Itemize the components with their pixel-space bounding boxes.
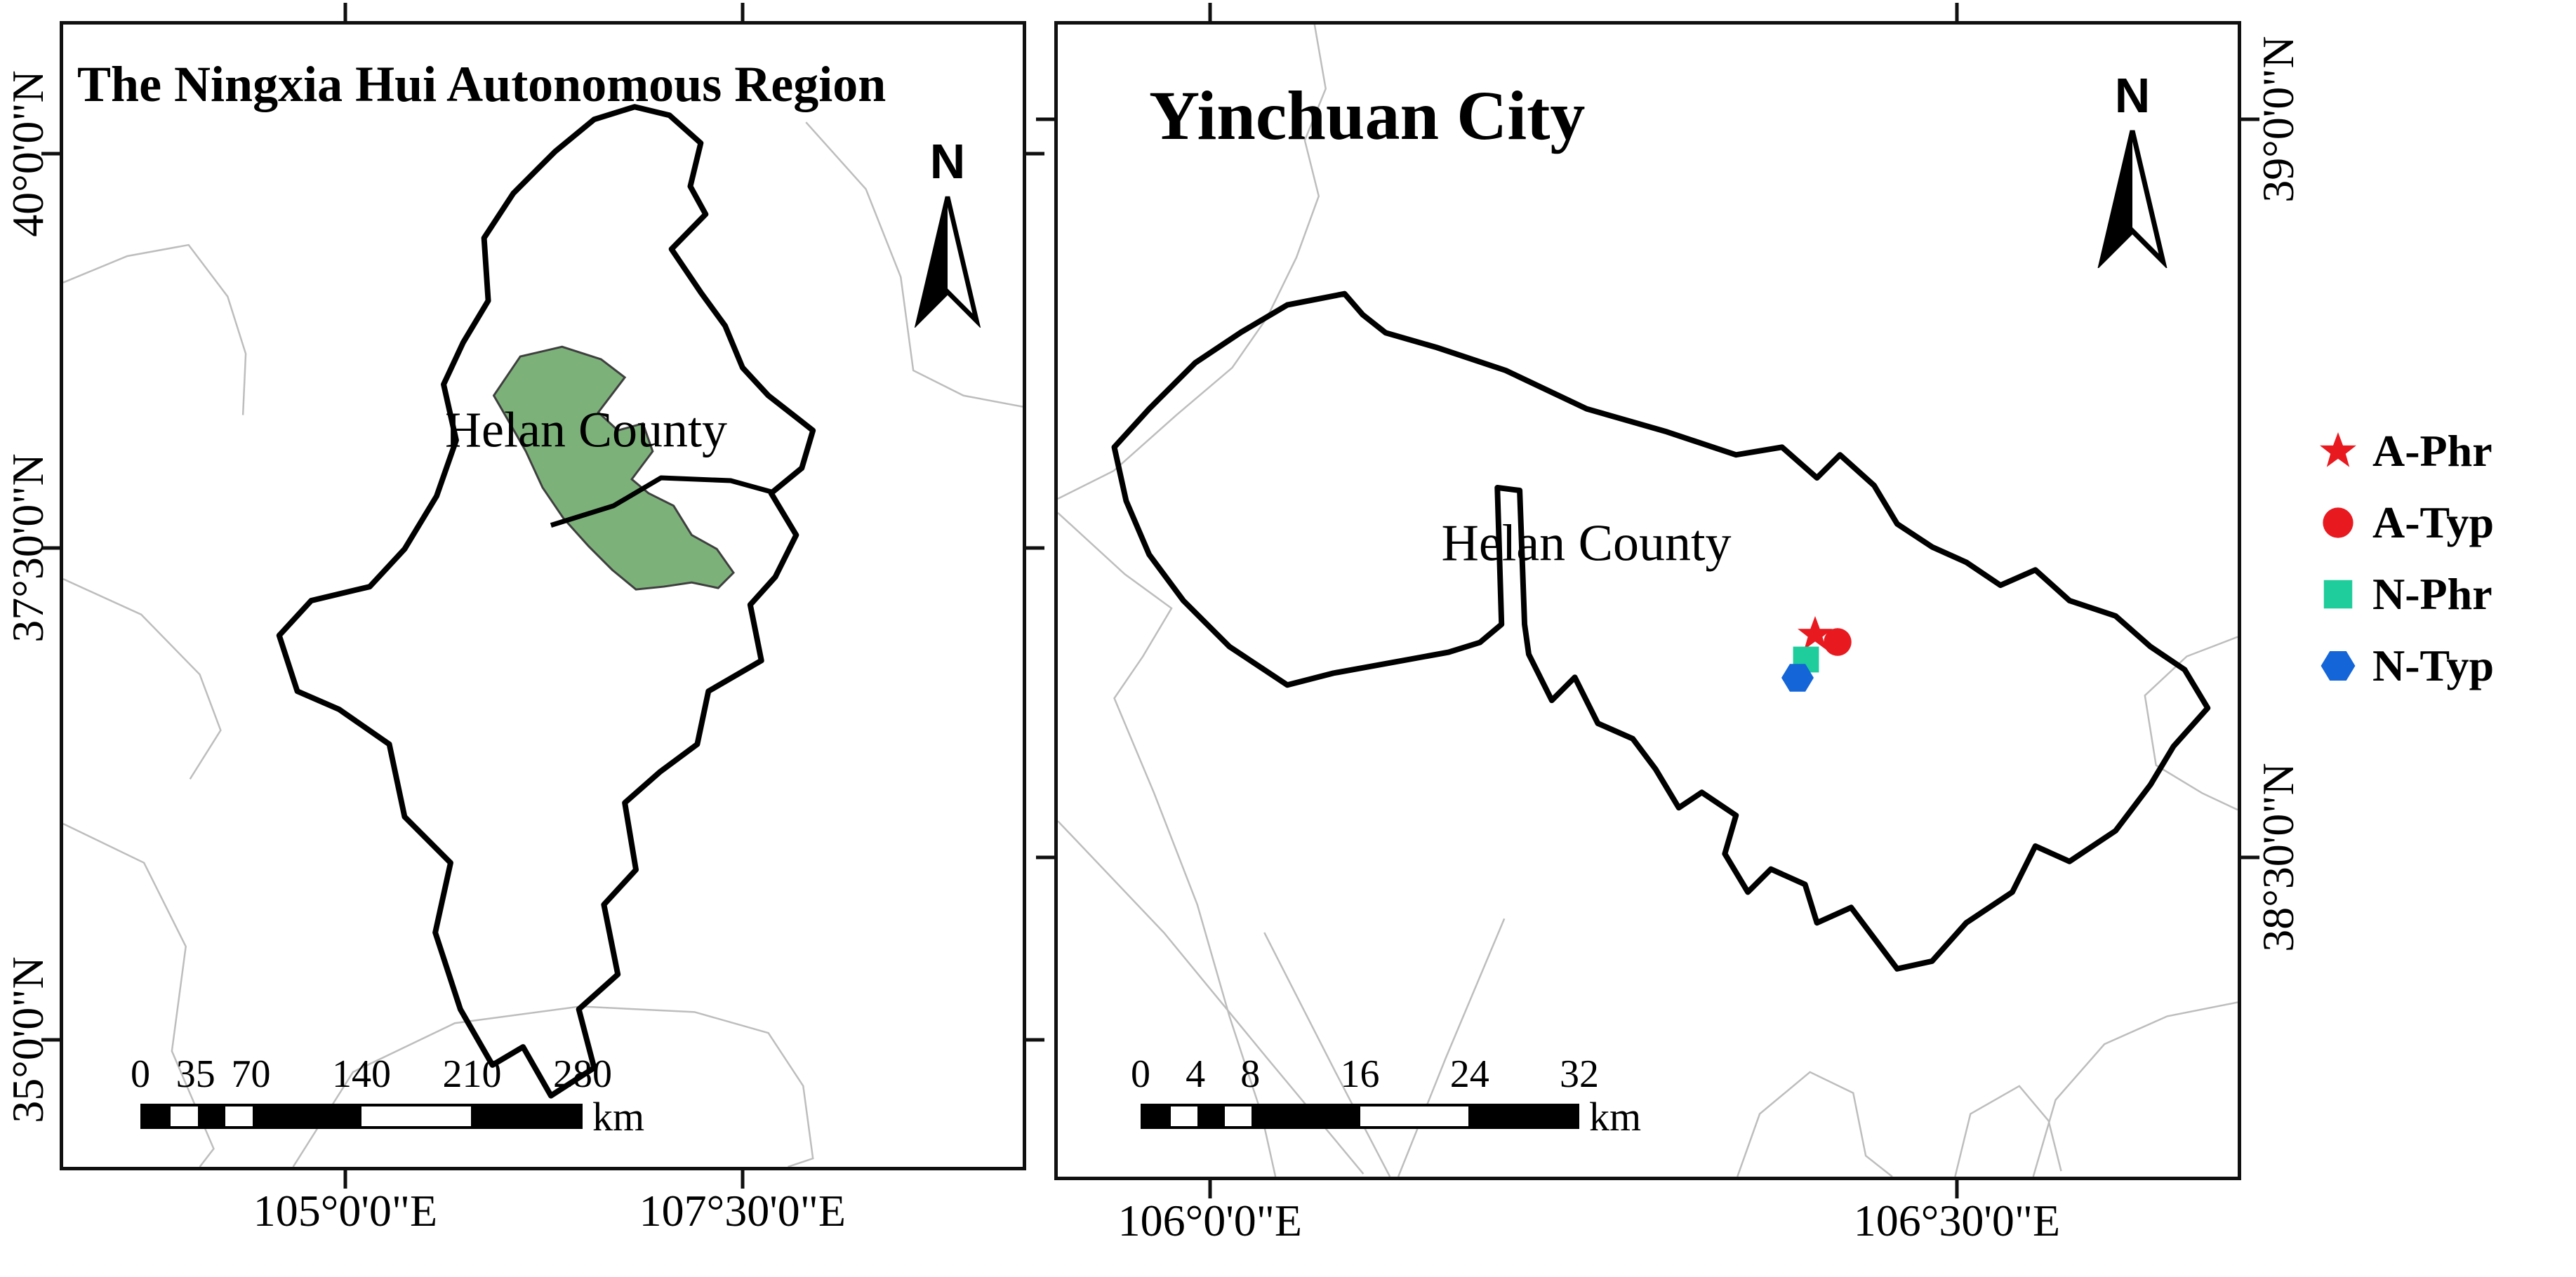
scalebar-segment	[1468, 1106, 1576, 1126]
scalebar-value: 35	[175, 1052, 215, 1096]
latitude-tick	[2241, 855, 2259, 860]
scalebar-value: 280	[553, 1052, 612, 1096]
marker-a-typ-circle-icon	[1823, 627, 1852, 657]
scalebar-bar	[140, 1104, 583, 1129]
scalebar-value: 210	[442, 1052, 502, 1096]
latitude-tick	[1036, 117, 1054, 121]
right-map-title: Yinchuan City	[1149, 76, 1586, 154]
longitude-tick	[1955, 1180, 1959, 1198]
legend-item: A-Typ	[2313, 497, 2494, 547]
longitude-tick	[741, 3, 745, 21]
star-legend-icon	[2313, 432, 2363, 470]
longitude-label: 106°30'0"E	[1853, 1196, 2061, 1245]
north-arrow-icon	[914, 196, 981, 328]
right-north-arrow: N	[2088, 71, 2177, 268]
scalebar-value: 70	[231, 1052, 271, 1096]
scalebar-segment	[1252, 1106, 1360, 1126]
legend-item-label: N-Typ	[2372, 641, 2495, 690]
marker-a-phr-star-icon	[1797, 615, 1833, 653]
scalebar-segment	[143, 1106, 171, 1126]
latitude-tick	[41, 546, 60, 550]
legend-item-label: A-Phr	[2372, 426, 2492, 476]
hexagon-legend-icon	[2313, 651, 2363, 681]
longitude-label: 107°30'0"E	[639, 1186, 846, 1236]
scalebar-value: 4	[1186, 1052, 1206, 1096]
longitude-tick	[343, 1170, 347, 1189]
scalebar-bar	[1141, 1104, 1579, 1129]
scalebar-value: 8	[1240, 1052, 1261, 1096]
marker-n-typ-hexagon-icon	[1781, 664, 1814, 692]
longitude-tick	[1955, 3, 1959, 21]
ningxia-map-art	[63, 104, 1023, 1167]
latitude-tick	[1026, 152, 1044, 156]
square-legend-icon	[2313, 579, 2363, 610]
scalebar-segment	[1224, 1106, 1252, 1126]
scalebar-value: 32	[1560, 1052, 1599, 1096]
left-map-region-label: Helan County	[445, 401, 727, 458]
legend-item-label: N-Phr	[2372, 569, 2492, 619]
scalebar-value: 140	[332, 1052, 391, 1096]
circle-legend-icon	[2313, 507, 2363, 539]
scalebar-segment	[197, 1106, 225, 1126]
scalebar-value: 16	[1340, 1052, 1380, 1096]
legend-item: A-Phr	[2313, 426, 2494, 476]
longitude-tick	[1208, 1180, 1212, 1198]
north-n-label: N	[929, 134, 966, 189]
longitude-tick	[1208, 3, 1212, 21]
legend-item: N-Phr	[2313, 569, 2494, 619]
scalebar-segment	[1360, 1106, 1468, 1126]
latitude-tick	[41, 1038, 60, 1042]
map-panel-yinchuan: Yinchuan City Helan County N 0 4 8 16 24 32 km…	[1036, 3, 2303, 1245]
north-n-label: N	[2114, 68, 2151, 123]
north-arrow-icon	[2097, 130, 2167, 268]
scalebar-segment	[170, 1106, 198, 1126]
scalebar-unit: km	[592, 1094, 645, 1139]
scalebar-segment	[470, 1106, 580, 1126]
scalebar-value: 0	[1131, 1052, 1150, 1096]
scalebar-segment	[1170, 1106, 1198, 1126]
scalebar-segment	[252, 1106, 361, 1126]
longitude-tick	[741, 1170, 745, 1189]
scalebar-segment	[225, 1106, 253, 1126]
longitude-label: 106°0'0"E	[1117, 1196, 1303, 1245]
latitude-tick	[1026, 1038, 1044, 1042]
scalebar-value: 0	[131, 1052, 150, 1096]
legend: A-Phr A-Typ N-Phr N-Typ	[2313, 426, 2494, 690]
latitude-tick	[41, 152, 60, 156]
right-map-region-label: Helan County	[1441, 514, 1732, 573]
scalebar-segment	[1143, 1106, 1171, 1126]
longitude-tick	[343, 3, 347, 21]
yinchuan-map-art	[1058, 25, 2238, 1177]
legend-item-label: A-Typ	[2372, 497, 2495, 547]
longitude-label: 105°0'0"E	[253, 1186, 438, 1236]
scalebar-value: 24	[1449, 1052, 1489, 1096]
latitude-tick	[1036, 855, 1054, 860]
left-north-arrow: N	[905, 137, 990, 328]
legend-item: N-Typ	[2313, 641, 2494, 690]
scalebar-segment	[361, 1106, 471, 1126]
left-map-title: The Ningxia Hui Autonomous Region	[77, 56, 887, 112]
scalebar-unit: km	[1589, 1094, 1642, 1139]
latitude-tick	[1026, 546, 1044, 550]
scalebar-segment	[1197, 1106, 1225, 1126]
latitude-tick	[2241, 117, 2259, 121]
map-panel-ningxia: The Ningxia Hui Autonomous Region Helan …	[3, 3, 1044, 1236]
